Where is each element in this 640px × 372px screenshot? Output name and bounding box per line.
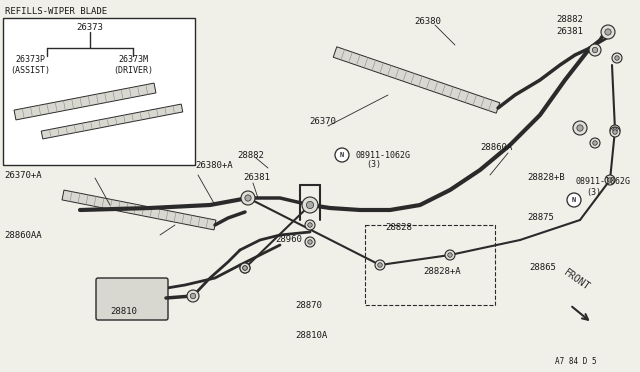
Circle shape [448, 253, 452, 257]
Text: FRONT: FRONT [562, 267, 592, 292]
Circle shape [590, 138, 600, 148]
Polygon shape [14, 83, 156, 120]
Circle shape [302, 197, 318, 213]
Text: 26381: 26381 [243, 173, 270, 183]
Circle shape [610, 127, 620, 137]
Text: (3): (3) [366, 160, 381, 170]
Bar [365, 225, 495, 305]
Circle shape [615, 56, 620, 60]
Text: 28875: 28875 [527, 214, 554, 222]
Circle shape [240, 263, 250, 273]
Circle shape [608, 178, 612, 182]
Circle shape [190, 293, 196, 299]
FancyBboxPatch shape [96, 278, 168, 320]
Text: A7 84 D 5: A7 84 D 5 [555, 357, 596, 366]
Text: 28828+A: 28828+A [423, 267, 461, 276]
Circle shape [308, 223, 312, 227]
Text: 26373P: 26373P [15, 55, 45, 64]
Circle shape [335, 148, 349, 162]
Text: 26380+A: 26380+A [195, 160, 232, 170]
Text: 28870: 28870 [295, 301, 322, 310]
Text: 28865: 28865 [529, 263, 556, 273]
Circle shape [605, 29, 611, 35]
Polygon shape [333, 47, 500, 113]
Circle shape [245, 195, 251, 201]
Circle shape [593, 141, 597, 145]
Text: 28882: 28882 [556, 16, 583, 25]
Polygon shape [41, 104, 183, 139]
Circle shape [610, 125, 620, 135]
Circle shape [187, 290, 199, 302]
Circle shape [445, 250, 455, 260]
Circle shape [305, 237, 315, 247]
Circle shape [589, 44, 601, 56]
Text: 28860AA: 28860AA [4, 231, 42, 240]
Bar [3, 18, 195, 165]
Text: 26373: 26373 [77, 23, 104, 32]
Polygon shape [62, 190, 216, 230]
Text: 26380: 26380 [414, 17, 441, 26]
Text: 28882: 28882 [237, 151, 264, 160]
Text: 28810A: 28810A [295, 330, 327, 340]
Text: REFILLS-WIPER BLADE: REFILLS-WIPER BLADE [5, 7, 107, 16]
Text: 26370+A: 26370+A [4, 170, 42, 180]
Text: N: N [340, 152, 344, 158]
Text: 28810: 28810 [110, 308, 137, 317]
Text: 28828: 28828 [385, 224, 412, 232]
Circle shape [307, 201, 314, 209]
Text: 28828+B: 28828+B [527, 173, 564, 183]
Text: (3): (3) [586, 189, 601, 198]
Circle shape [612, 53, 622, 63]
Circle shape [308, 240, 312, 244]
Circle shape [240, 263, 250, 273]
Text: 08911-1062G: 08911-1062G [576, 177, 631, 186]
Circle shape [612, 130, 617, 134]
Circle shape [241, 191, 255, 205]
Circle shape [378, 263, 382, 267]
Circle shape [305, 220, 315, 230]
Text: 28860A: 28860A [480, 144, 512, 153]
Circle shape [375, 260, 385, 270]
Text: 26370: 26370 [309, 118, 336, 126]
Text: (DRIVER): (DRIVER) [113, 65, 153, 74]
Text: N: N [572, 197, 576, 203]
Circle shape [605, 175, 615, 185]
Text: 28960: 28960 [275, 235, 302, 244]
Text: 26381: 26381 [556, 28, 583, 36]
Text: 26373M: 26373M [118, 55, 148, 64]
Circle shape [592, 47, 598, 53]
Circle shape [573, 121, 587, 135]
Circle shape [243, 266, 247, 270]
Circle shape [243, 266, 247, 270]
Circle shape [567, 193, 581, 207]
Circle shape [612, 128, 617, 132]
Text: 08911-1062G: 08911-1062G [356, 151, 411, 160]
Circle shape [577, 125, 583, 131]
Circle shape [601, 25, 615, 39]
Text: (ASSIST): (ASSIST) [10, 65, 50, 74]
